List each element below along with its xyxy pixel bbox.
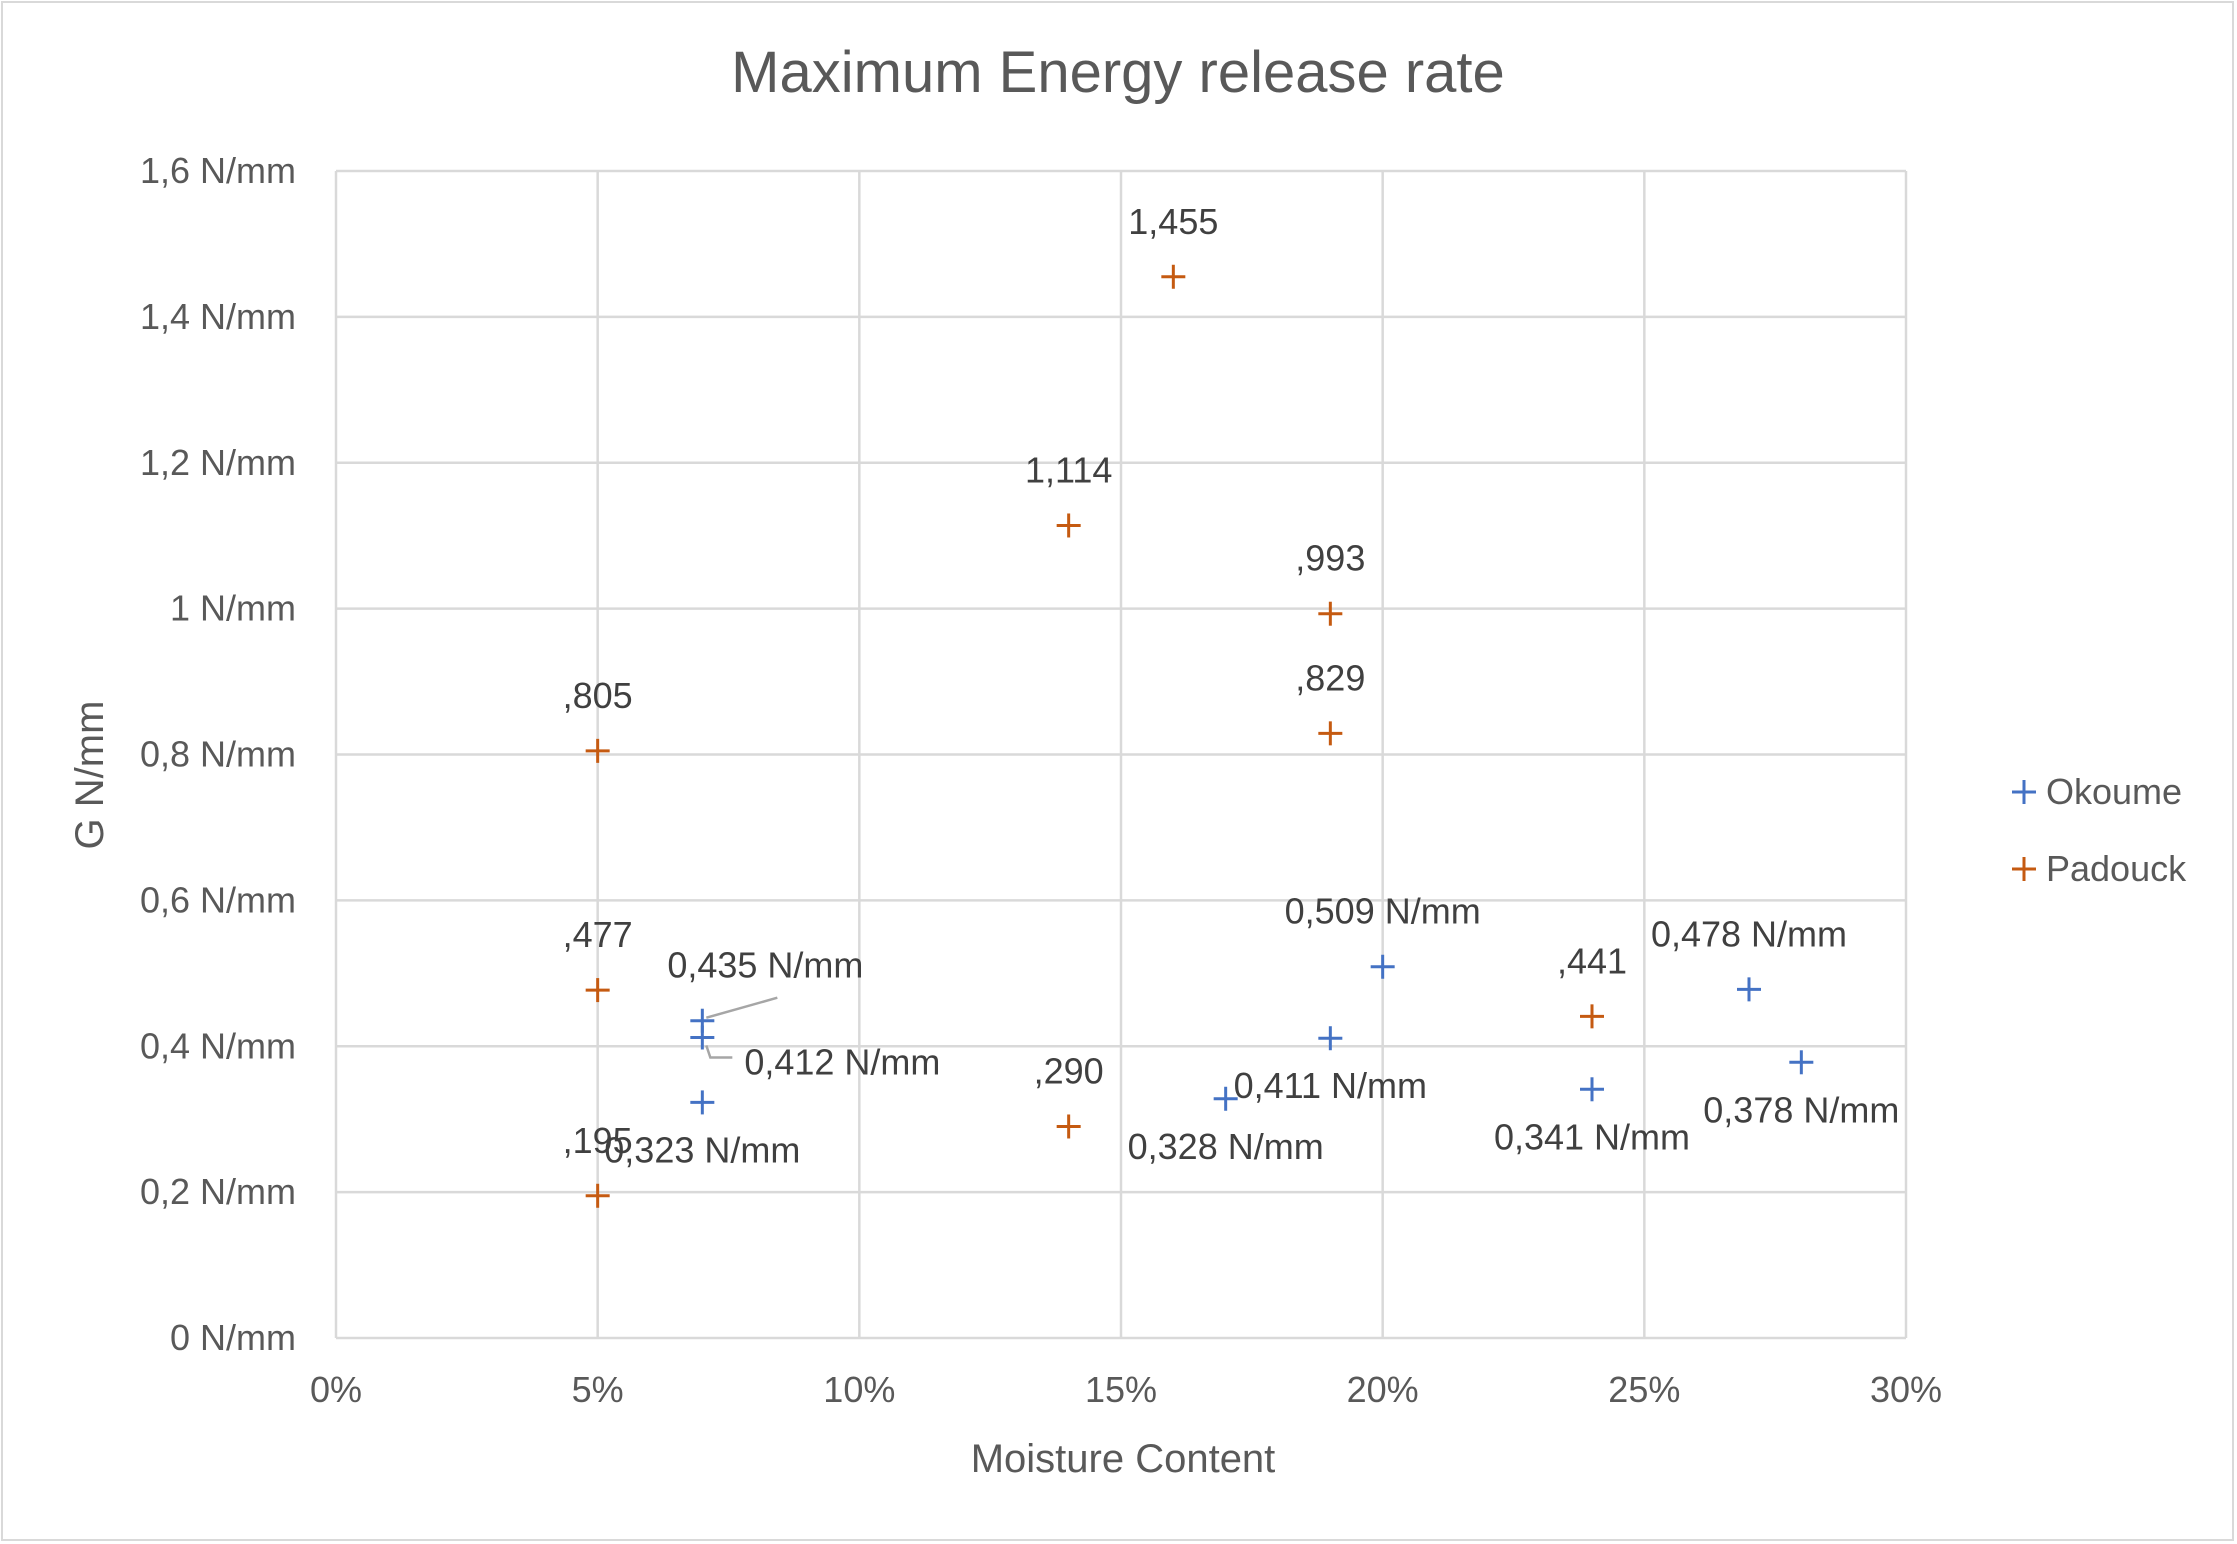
data-point-okoume	[690, 1025, 715, 1050]
legend-marker	[2012, 857, 2036, 881]
data-label: ,829	[1295, 657, 1365, 698]
data-label: 0,328 N/mm	[1128, 1126, 1324, 1167]
data-point-okoume	[1580, 1077, 1604, 1102]
legend: Okoume Padouck	[2012, 771, 2187, 889]
data-point-okoume	[1789, 1050, 1814, 1075]
y-tick-label: 0,2 N/mm	[140, 1171, 296, 1212]
legend-label: Okoume	[2046, 771, 2182, 812]
y-tick-label: 0,4 N/mm	[140, 1025, 296, 1066]
data-point-padouck	[585, 738, 610, 763]
data-label: 0,378 N/mm	[1703, 1089, 1899, 1130]
data-label: 0,341 N/mm	[1494, 1116, 1690, 1157]
data-point-padouck	[1056, 1114, 1081, 1139]
data-label: 0,435 N/mm	[667, 945, 863, 986]
data-point-okoume	[1737, 977, 1761, 1002]
data-point-padouck	[1161, 264, 1186, 289]
y-tick-label: 0,8 N/mm	[140, 734, 296, 775]
label-leader-lines	[705, 996, 778, 1059]
data-label: 0,509 N/mm	[1285, 891, 1481, 932]
x-tick-label: 0%	[310, 1369, 362, 1410]
data-label: 0,412 N/mm	[744, 1041, 940, 1082]
data-label: ,441	[1557, 940, 1627, 981]
data-point-okoume	[690, 1090, 715, 1115]
x-axis-title: Moisture Content	[971, 1437, 1276, 1481]
gridlines	[334, 169, 1908, 1340]
data-label: ,477	[563, 914, 633, 955]
data-point-padouck	[1056, 513, 1081, 538]
data-label: 0,478 N/mm	[1651, 913, 1847, 954]
y-axis-title: G N/mm	[68, 701, 112, 850]
x-tick-label: 10%	[823, 1369, 895, 1410]
data-point-padouck	[1318, 601, 1343, 626]
legend-item-padouck: Padouck	[2012, 848, 2187, 889]
data-point-okoume	[1370, 954, 1395, 979]
x-tick-label: 25%	[1608, 1369, 1680, 1410]
y-tick-label: 0,6 N/mm	[140, 879, 296, 920]
data-label: 0,323 N/mm	[604, 1129, 800, 1170]
y-tick-label: 1,2 N/mm	[140, 442, 296, 483]
data-point-okoume	[1213, 1086, 1238, 1111]
y-axis-ticks: 0 N/mm 0,2 N/mm 0,4 N/mm 0,6 N/mm 0,8 N/mm 1 …	[140, 150, 296, 1358]
data-label: 1,455	[1128, 201, 1218, 242]
legend-label: Padouck	[2046, 848, 2187, 889]
data-label: ,290	[1034, 1050, 1104, 1091]
data-label: 1,114	[1025, 449, 1112, 490]
data-label: ,993	[1295, 538, 1365, 579]
x-tick-label: 30%	[1870, 1369, 1942, 1410]
data-point-padouck	[1318, 721, 1343, 746]
data-labels: 0,435 N/mm 0,412 N/mm 0,323 N/mm 0,328 N/mm…	[563, 201, 1900, 1171]
legend-marker	[2012, 780, 2036, 804]
x-tick-label: 5%	[572, 1369, 624, 1410]
data-label: ,195	[563, 1120, 633, 1161]
chart-title: Maximum Energy release rate	[731, 40, 1505, 105]
y-tick-label: 1 N/mm	[170, 588, 296, 629]
data-point-padouck	[585, 978, 610, 1003]
data-point-padouck	[585, 1183, 610, 1208]
data-point-okoume	[1318, 1026, 1343, 1051]
x-tick-label: 20%	[1347, 1369, 1419, 1410]
data-points	[585, 264, 1814, 1208]
data-label: ,805	[563, 675, 633, 716]
x-tick-label: 15%	[1085, 1369, 1157, 1410]
label-leader-line	[705, 1045, 733, 1059]
x-axis-ticks: 0% 5% 10% 15% 20% 25% 30%	[310, 1369, 1942, 1410]
y-tick-label: 1,4 N/mm	[140, 296, 296, 337]
data-label: 0,411 N/mm	[1234, 1065, 1427, 1106]
legend-item-okoume: Okoume	[2012, 771, 2182, 812]
y-tick-label: 1,6 N/mm	[140, 150, 296, 191]
data-point-padouck	[1580, 1004, 1604, 1029]
y-tick-label: 0 N/mm	[170, 1317, 296, 1358]
label-leader-line	[705, 996, 778, 1019]
